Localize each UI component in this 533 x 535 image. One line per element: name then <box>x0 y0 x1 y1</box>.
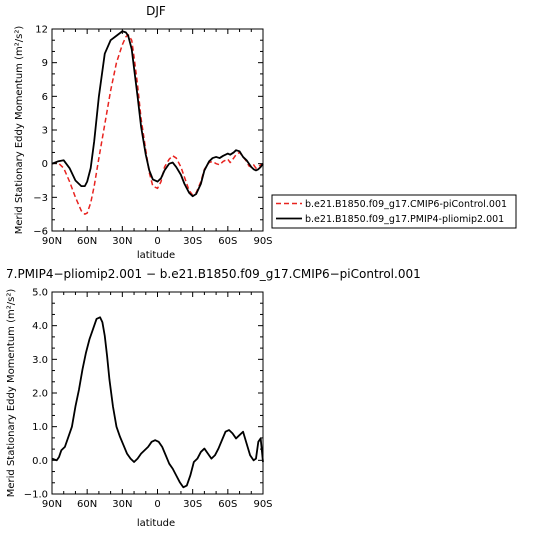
difference-chart-y-axis-label: Merid Stationary Eddy Momentum (m²/s²) <box>6 289 17 498</box>
difference-chart-y-tick-label: 3.0 <box>32 355 48 366</box>
legend-label-picontrol: b.e21.B1850.f09_g17.CMIP6-piControl.001 <box>305 199 507 210</box>
difference-chart-x-tick-label: 90N <box>42 499 62 510</box>
top-chart-y-tick-label: 12 <box>35 25 48 36</box>
legend: b.e21.B1850.f09_g17.CMIP6-piControl.001 … <box>271 194 517 229</box>
top-chart-y-tick-label: −3 <box>33 193 48 204</box>
difference-chart-y-tick-label: 4.0 <box>32 321 48 332</box>
top-chart-series-line-1 <box>51 30 264 198</box>
difference-chart-y-tick-label: 1.0 <box>32 422 48 433</box>
top-chart-y-tick-label: 9 <box>42 58 48 69</box>
top-chart-y-tick-label: 3 <box>42 126 48 137</box>
top-chart-x-axis-label: latitude <box>137 250 175 261</box>
difference-chart-x-tick-label: 60S <box>218 499 237 510</box>
top-chart: DJF 90N 60N 30N 0 30S 60S 90S −6 −3 0 3 6 9 12 latitu… <box>14 4 517 261</box>
top-chart-x-tick-label: 60S <box>218 236 237 247</box>
difference-chart-y-tick-label: 0.0 <box>32 456 48 467</box>
top-chart-x-tick-label: 30S <box>183 236 202 247</box>
top-chart-series-line-0 <box>51 33 264 215</box>
top-chart-title: DJF <box>146 4 166 18</box>
legend-box <box>271 194 517 229</box>
legend-label-pliomip: b.e21.B1850.f09_g17.PMIP4-pliomip2.001 <box>305 214 504 225</box>
difference-chart-x-tick-label: 30S <box>183 499 202 510</box>
top-chart-frame <box>51 28 264 232</box>
difference-chart-title: 7.PMIP4−pliomip2.001 − b.e21.B1850.f09_g… <box>6 267 421 281</box>
difference-chart-x-tick-label: 60N <box>77 499 97 510</box>
difference-chart-series-line-0 <box>51 316 264 489</box>
difference-chart-x-tick-label: 90S <box>253 499 272 510</box>
top-chart-y-tick-label: −6 <box>33 227 48 238</box>
difference-chart-y-tick-label: 2.0 <box>32 389 48 400</box>
top-chart-x-tick-label: 90N <box>42 236 62 247</box>
top-chart-y-tick-label: 0 <box>42 159 48 170</box>
top-chart-x-tick-label: 0 <box>154 236 160 247</box>
top-chart-y-axis-label: Merid Stationary Eddy Momentum (m²/s²) <box>14 26 25 235</box>
difference-chart-y-tick-label: −1.0 <box>24 490 48 501</box>
difference-chart-y-tick-label: 5.0 <box>32 288 48 299</box>
difference-chart: 7.PMIP4−pliomip2.001 − b.e21.B1850.f09_g… <box>6 267 421 529</box>
difference-chart-x-tick-label: 0 <box>154 499 160 510</box>
top-chart-x-tick-label: 30N <box>112 236 132 247</box>
top-chart-x-tick-label: 60N <box>77 236 97 247</box>
difference-chart-frame <box>51 291 264 495</box>
top-chart-y-tick-label: 6 <box>42 92 48 103</box>
difference-chart-x-axis-label: latitude <box>137 518 175 529</box>
difference-chart-x-tick-label: 30N <box>112 499 132 510</box>
top-chart-x-tick-label: 90S <box>253 236 272 247</box>
